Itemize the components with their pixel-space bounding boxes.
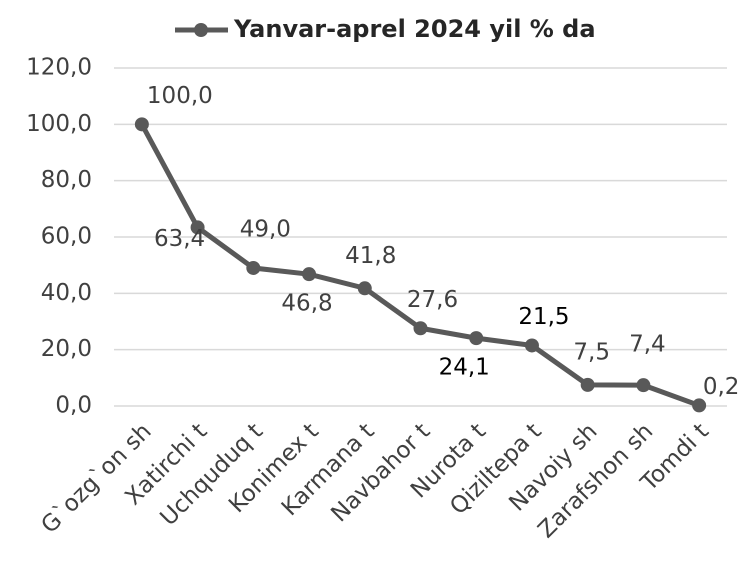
y-tick-label: 40,0 [41,280,92,306]
data-point [580,377,595,392]
y-tick-label: 100,0 [26,111,92,137]
y-tick-label: 80,0 [41,167,92,193]
data-label: 7,4 [629,332,666,358]
series-line [139,123,700,408]
legend-label: Yanvar-aprel 2024 yil % da [233,15,596,43]
data-label: 63,4 [154,226,205,252]
data-point [524,338,539,353]
data-point [190,220,205,235]
data-point [692,398,707,413]
data-label: 7,5 [573,339,610,365]
data-point [134,117,149,132]
y-tick-label: 20,0 [41,336,92,362]
data-label: 24,1 [439,355,490,381]
data-label: 41,8 [345,243,396,269]
data-label: 49,0 [240,216,291,242]
data-label: 21,5 [518,304,569,330]
data-point [246,260,261,275]
data-point [469,331,484,346]
y-tick-label: 120,0 [26,55,92,81]
data-point [302,267,317,282]
data-point [636,378,651,393]
y-tick-label: 0,0 [55,393,92,419]
data-point [357,281,372,296]
data-label: 100,0 [147,83,213,109]
data-label: 27,6 [407,287,458,313]
data-label: 46,8 [281,291,332,317]
data-point [413,321,428,336]
y-tick-label: 60,0 [41,224,92,250]
data-label: 0,2 [703,374,740,400]
legend-marker [194,23,208,37]
